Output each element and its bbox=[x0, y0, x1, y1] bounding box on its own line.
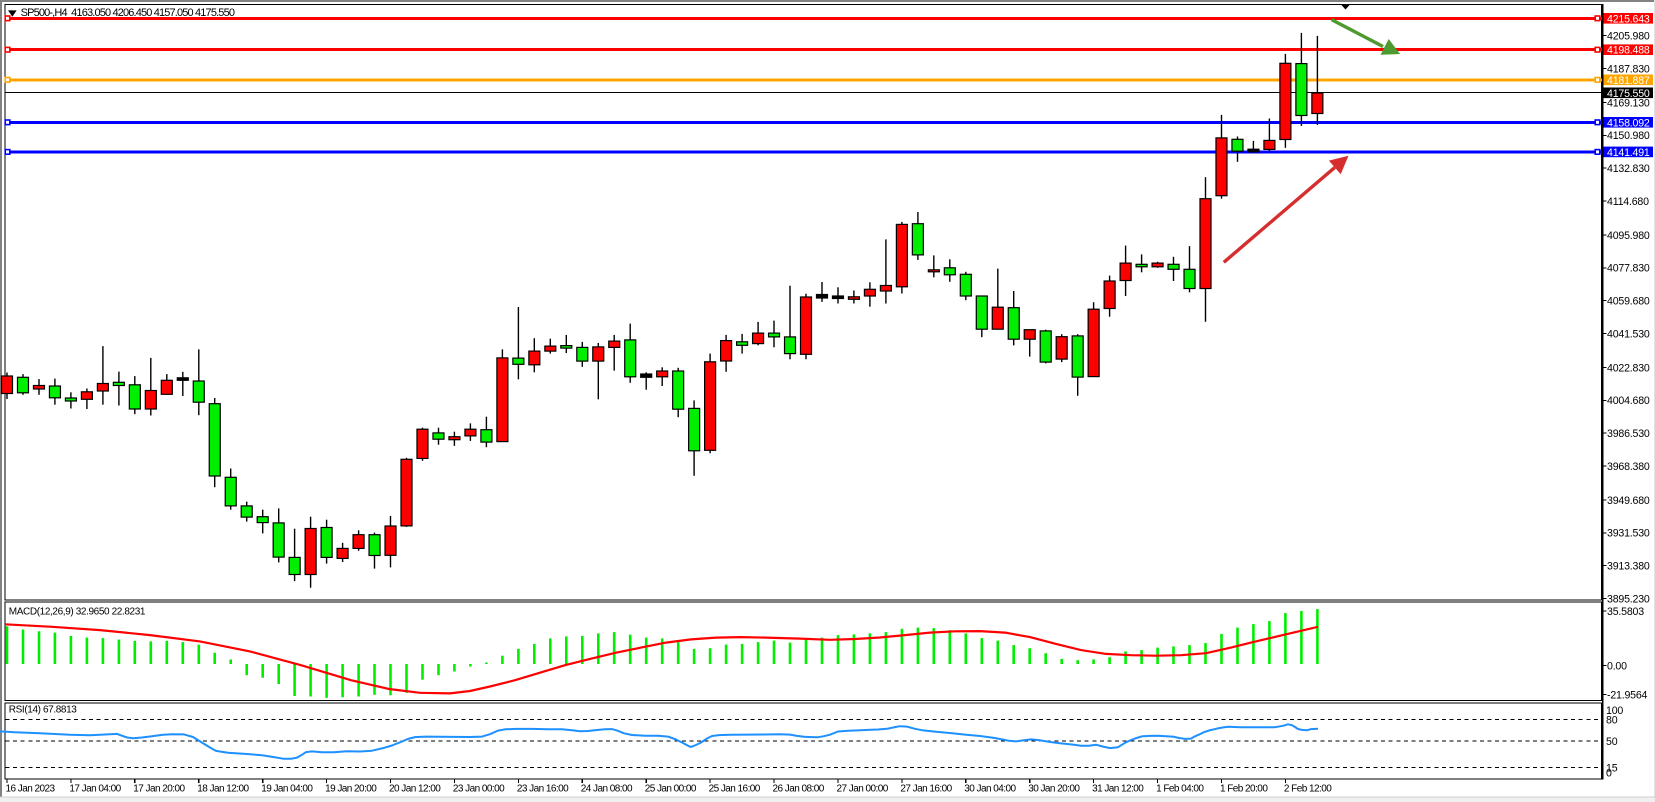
svg-text:16 Jan 2023: 16 Jan 2023 bbox=[6, 784, 56, 795]
svg-text:0.00: 0.00 bbox=[1607, 660, 1627, 672]
svg-text:3931.530: 3931.530 bbox=[1607, 528, 1650, 540]
svg-text:4205.980: 4205.980 bbox=[1607, 31, 1650, 43]
svg-text:1 Feb 20:00: 1 Feb 20:00 bbox=[1220, 784, 1268, 795]
svg-text:19 Jan 04:00: 19 Jan 04:00 bbox=[261, 784, 313, 795]
svg-text:25 Jan 00:00: 25 Jan 00:00 bbox=[645, 784, 697, 795]
svg-text:4095.980: 4095.980 bbox=[1607, 230, 1650, 242]
svg-text:3895.230: 3895.230 bbox=[1607, 593, 1650, 605]
svg-text:27 Jan 16:00: 27 Jan 16:00 bbox=[900, 784, 952, 795]
svg-text:31 Jan 12:00: 31 Jan 12:00 bbox=[1092, 784, 1144, 795]
svg-text:3913.380: 3913.380 bbox=[1607, 561, 1650, 573]
svg-text:4215.643: 4215.643 bbox=[1607, 13, 1650, 25]
svg-text:SP500-,H4 4163.050 4206.450 4: SP500-,H4 4163.050 4206.450 4157.050 417… bbox=[21, 7, 235, 19]
svg-text:3949.680: 3949.680 bbox=[1607, 495, 1650, 507]
svg-text:4077.830: 4077.830 bbox=[1607, 263, 1650, 275]
svg-text:20 Jan 12:00: 20 Jan 12:00 bbox=[389, 784, 441, 795]
svg-text:17 Jan 20:00: 17 Jan 20:00 bbox=[133, 784, 185, 795]
svg-text:4181.887: 4181.887 bbox=[1607, 75, 1650, 87]
svg-text:4114.680: 4114.680 bbox=[1607, 196, 1649, 208]
svg-text:3986.530: 3986.530 bbox=[1607, 428, 1650, 440]
svg-text:15: 15 bbox=[1606, 762, 1618, 774]
svg-text:50: 50 bbox=[1606, 736, 1618, 748]
svg-text:1 Feb 04:00: 1 Feb 04:00 bbox=[1156, 784, 1204, 795]
svg-text:80: 80 bbox=[1606, 715, 1618, 727]
svg-text:35.5803: 35.5803 bbox=[1607, 606, 1644, 618]
svg-text:17 Jan 04:00: 17 Jan 04:00 bbox=[69, 784, 121, 795]
svg-text:30 Jan 04:00: 30 Jan 04:00 bbox=[964, 784, 1016, 795]
svg-text:4004.680: 4004.680 bbox=[1607, 395, 1650, 407]
svg-text:MACD(12,26,9) 32.9650 22.8231: MACD(12,26,9) 32.9650 22.8231 bbox=[9, 607, 146, 618]
svg-text:-21.9564: -21.9564 bbox=[1607, 690, 1648, 702]
svg-text:4059.680: 4059.680 bbox=[1607, 296, 1650, 308]
svg-text:4022.830: 4022.830 bbox=[1607, 362, 1650, 374]
svg-text:4132.830: 4132.830 bbox=[1607, 163, 1650, 175]
svg-text:4175.550: 4175.550 bbox=[1607, 88, 1650, 100]
svg-text:100: 100 bbox=[1606, 705, 1623, 717]
svg-text:23 Jan 00:00: 23 Jan 00:00 bbox=[453, 784, 505, 795]
svg-text:26 Jan 08:00: 26 Jan 08:00 bbox=[773, 784, 825, 795]
svg-text:23 Jan 16:00: 23 Jan 16:00 bbox=[517, 784, 569, 795]
svg-text:RSI(14) 67.8813: RSI(14) 67.8813 bbox=[9, 705, 77, 716]
svg-text:0: 0 bbox=[1606, 767, 1612, 779]
svg-text:25 Jan 16:00: 25 Jan 16:00 bbox=[709, 784, 761, 795]
svg-text:30 Jan 20:00: 30 Jan 20:00 bbox=[1028, 784, 1080, 795]
svg-text:3968.380: 3968.380 bbox=[1607, 461, 1650, 473]
svg-text:4169.130: 4169.130 bbox=[1607, 97, 1650, 109]
svg-text:27 Jan 00:00: 27 Jan 00:00 bbox=[837, 784, 889, 795]
svg-text:19 Jan 20:00: 19 Jan 20:00 bbox=[325, 784, 377, 795]
svg-text:24 Jan 08:00: 24 Jan 08:00 bbox=[581, 784, 633, 795]
svg-text:2 Feb 12:00: 2 Feb 12:00 bbox=[1284, 784, 1332, 795]
svg-text:4198.488: 4198.488 bbox=[1607, 45, 1650, 57]
svg-text:4150.980: 4150.980 bbox=[1607, 130, 1650, 142]
svg-text:4187.830: 4187.830 bbox=[1607, 64, 1650, 76]
svg-text:4041.530: 4041.530 bbox=[1607, 328, 1650, 340]
svg-text:4141.491: 4141.491 bbox=[1607, 147, 1650, 159]
svg-text:4158.092: 4158.092 bbox=[1607, 117, 1650, 129]
svg-text:18 Jan 12:00: 18 Jan 12:00 bbox=[197, 784, 249, 795]
